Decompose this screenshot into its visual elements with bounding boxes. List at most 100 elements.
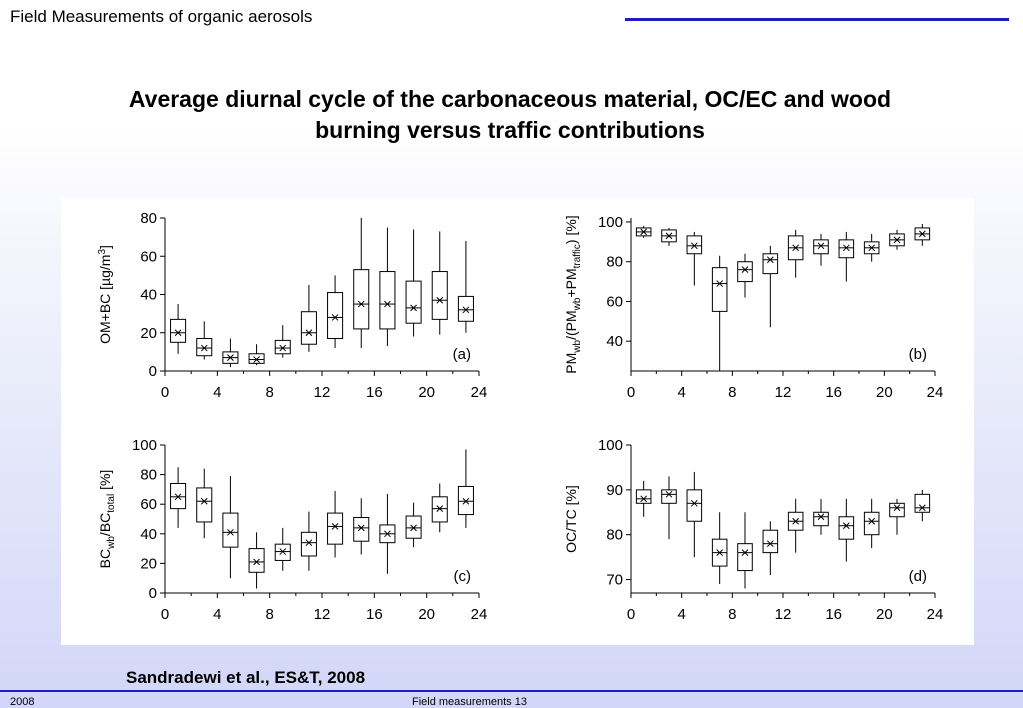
mean-marker xyxy=(817,242,825,250)
panel-label: (a) xyxy=(453,346,471,363)
box-hour-15 xyxy=(353,218,370,349)
box-iqr xyxy=(405,515,422,539)
mean-marker xyxy=(690,242,698,250)
box-hour-5 xyxy=(222,476,239,579)
box-hour-11 xyxy=(300,511,317,571)
mean-marker xyxy=(305,539,313,547)
mean-marker xyxy=(410,304,417,312)
mean-marker xyxy=(792,517,800,525)
box-iqr xyxy=(379,271,396,330)
y-axis-label-script: traffic xyxy=(572,244,583,268)
citation: Sandradewi et al., ES&T, 2008 xyxy=(126,668,366,687)
x-tick-label: 8 xyxy=(728,606,736,623)
y-tick-label: 60 xyxy=(140,496,157,513)
x-tick-label: 12 xyxy=(775,606,792,623)
y-tick-label: 100 xyxy=(132,437,157,454)
x-tick-label: 4 xyxy=(677,384,685,401)
y-axis-label-script: 3 xyxy=(97,249,108,255)
x-tick-label: 8 xyxy=(265,606,273,623)
box-hour-23 xyxy=(457,240,474,333)
box-hour-3 xyxy=(196,321,213,360)
x-tick-label: 4 xyxy=(677,606,685,623)
box-hour-23 xyxy=(457,449,474,528)
mean-marker xyxy=(200,497,208,505)
y-tick-label: 90 xyxy=(606,482,623,499)
header-rule xyxy=(625,18,1009,21)
y-tick-label: 40 xyxy=(140,287,157,304)
x-tick-label: 24 xyxy=(471,606,488,623)
box-hour-21 xyxy=(889,498,905,535)
y-axis-label: BCwb/BCtotal [%] xyxy=(97,470,117,569)
box-iqr xyxy=(196,337,213,357)
y-tick-label: 80 xyxy=(606,527,623,544)
box-iqr xyxy=(170,318,187,343)
panel-label: (b) xyxy=(909,346,927,363)
box-hour-1 xyxy=(635,480,652,517)
box-iqr xyxy=(711,267,728,312)
box-iqr xyxy=(914,493,931,513)
x-tick-label: 0 xyxy=(627,384,635,401)
box-hour-15 xyxy=(813,233,829,266)
box-hour-3 xyxy=(661,476,677,540)
box-hour-13 xyxy=(327,275,344,349)
mean-marker xyxy=(842,244,850,252)
x-tick-label: 20 xyxy=(876,606,893,623)
subplot-d: 70 80 90 100 0 4 8 12 16 20 24 OC/TC [%] (d) xyxy=(563,437,943,623)
mean-marker xyxy=(665,232,673,240)
mean-marker xyxy=(174,493,182,501)
x-tick-label: 12 xyxy=(775,384,792,401)
box-hour-1 xyxy=(635,225,652,238)
x-tick-label: 24 xyxy=(927,384,944,401)
box-hour-13 xyxy=(787,229,804,278)
mean-marker xyxy=(357,300,365,308)
x-tick-label: 0 xyxy=(627,606,635,623)
mean-marker xyxy=(331,523,339,530)
mean-marker xyxy=(741,549,749,556)
y-axis-label-part: OM+BC [µg/m xyxy=(97,255,113,344)
x-tick-label: 12 xyxy=(314,606,331,623)
box-hour-15 xyxy=(353,498,370,555)
y-axis-label: PMwb/(PMwb+PMtraffic) [%] xyxy=(563,215,583,373)
box-hour-21 xyxy=(889,229,905,250)
x-tick-label: 8 xyxy=(265,384,273,401)
mean-marker xyxy=(200,344,208,352)
mean-marker xyxy=(384,530,391,538)
mean-marker xyxy=(227,528,234,536)
box-hour-23 xyxy=(914,489,931,522)
box-hour-5 xyxy=(222,338,239,368)
mean-marker xyxy=(331,314,339,321)
box-iqr xyxy=(405,280,422,324)
box-iqr xyxy=(762,529,779,554)
y-tick-label: 0 xyxy=(149,363,157,380)
mean-marker xyxy=(305,329,313,337)
box-hour-19 xyxy=(863,233,880,262)
y-tick-label: 80 xyxy=(140,210,157,227)
y-axis-label-part: +PM xyxy=(563,268,579,297)
x-tick-label: 24 xyxy=(927,606,944,623)
mean-marker xyxy=(741,266,749,274)
mean-marker xyxy=(868,517,876,525)
y-tick-label: 40 xyxy=(606,333,623,350)
mean-marker xyxy=(893,236,901,244)
box-hour-13 xyxy=(327,490,344,558)
mean-marker xyxy=(842,522,850,530)
mean-marker xyxy=(227,354,234,361)
box-iqr xyxy=(327,292,344,339)
box-iqr xyxy=(248,548,265,573)
box-hour-17 xyxy=(379,493,396,574)
mean-marker xyxy=(792,244,800,252)
y-tick-label: 100 xyxy=(598,214,623,231)
y-axis-label-part: /(PM xyxy=(563,310,579,340)
x-tick-label: 24 xyxy=(471,384,488,401)
box-iqr xyxy=(222,512,239,548)
box-iqr xyxy=(431,271,448,320)
box-iqr xyxy=(838,239,855,259)
box-iqr xyxy=(737,261,753,283)
box-iqr xyxy=(813,511,829,527)
mean-marker xyxy=(436,296,444,304)
y-tick-label: 80 xyxy=(140,467,157,484)
box-iqr xyxy=(457,485,474,516)
box-iqr xyxy=(274,543,291,561)
box-iqr xyxy=(686,489,703,522)
box-hour-9 xyxy=(737,253,753,298)
